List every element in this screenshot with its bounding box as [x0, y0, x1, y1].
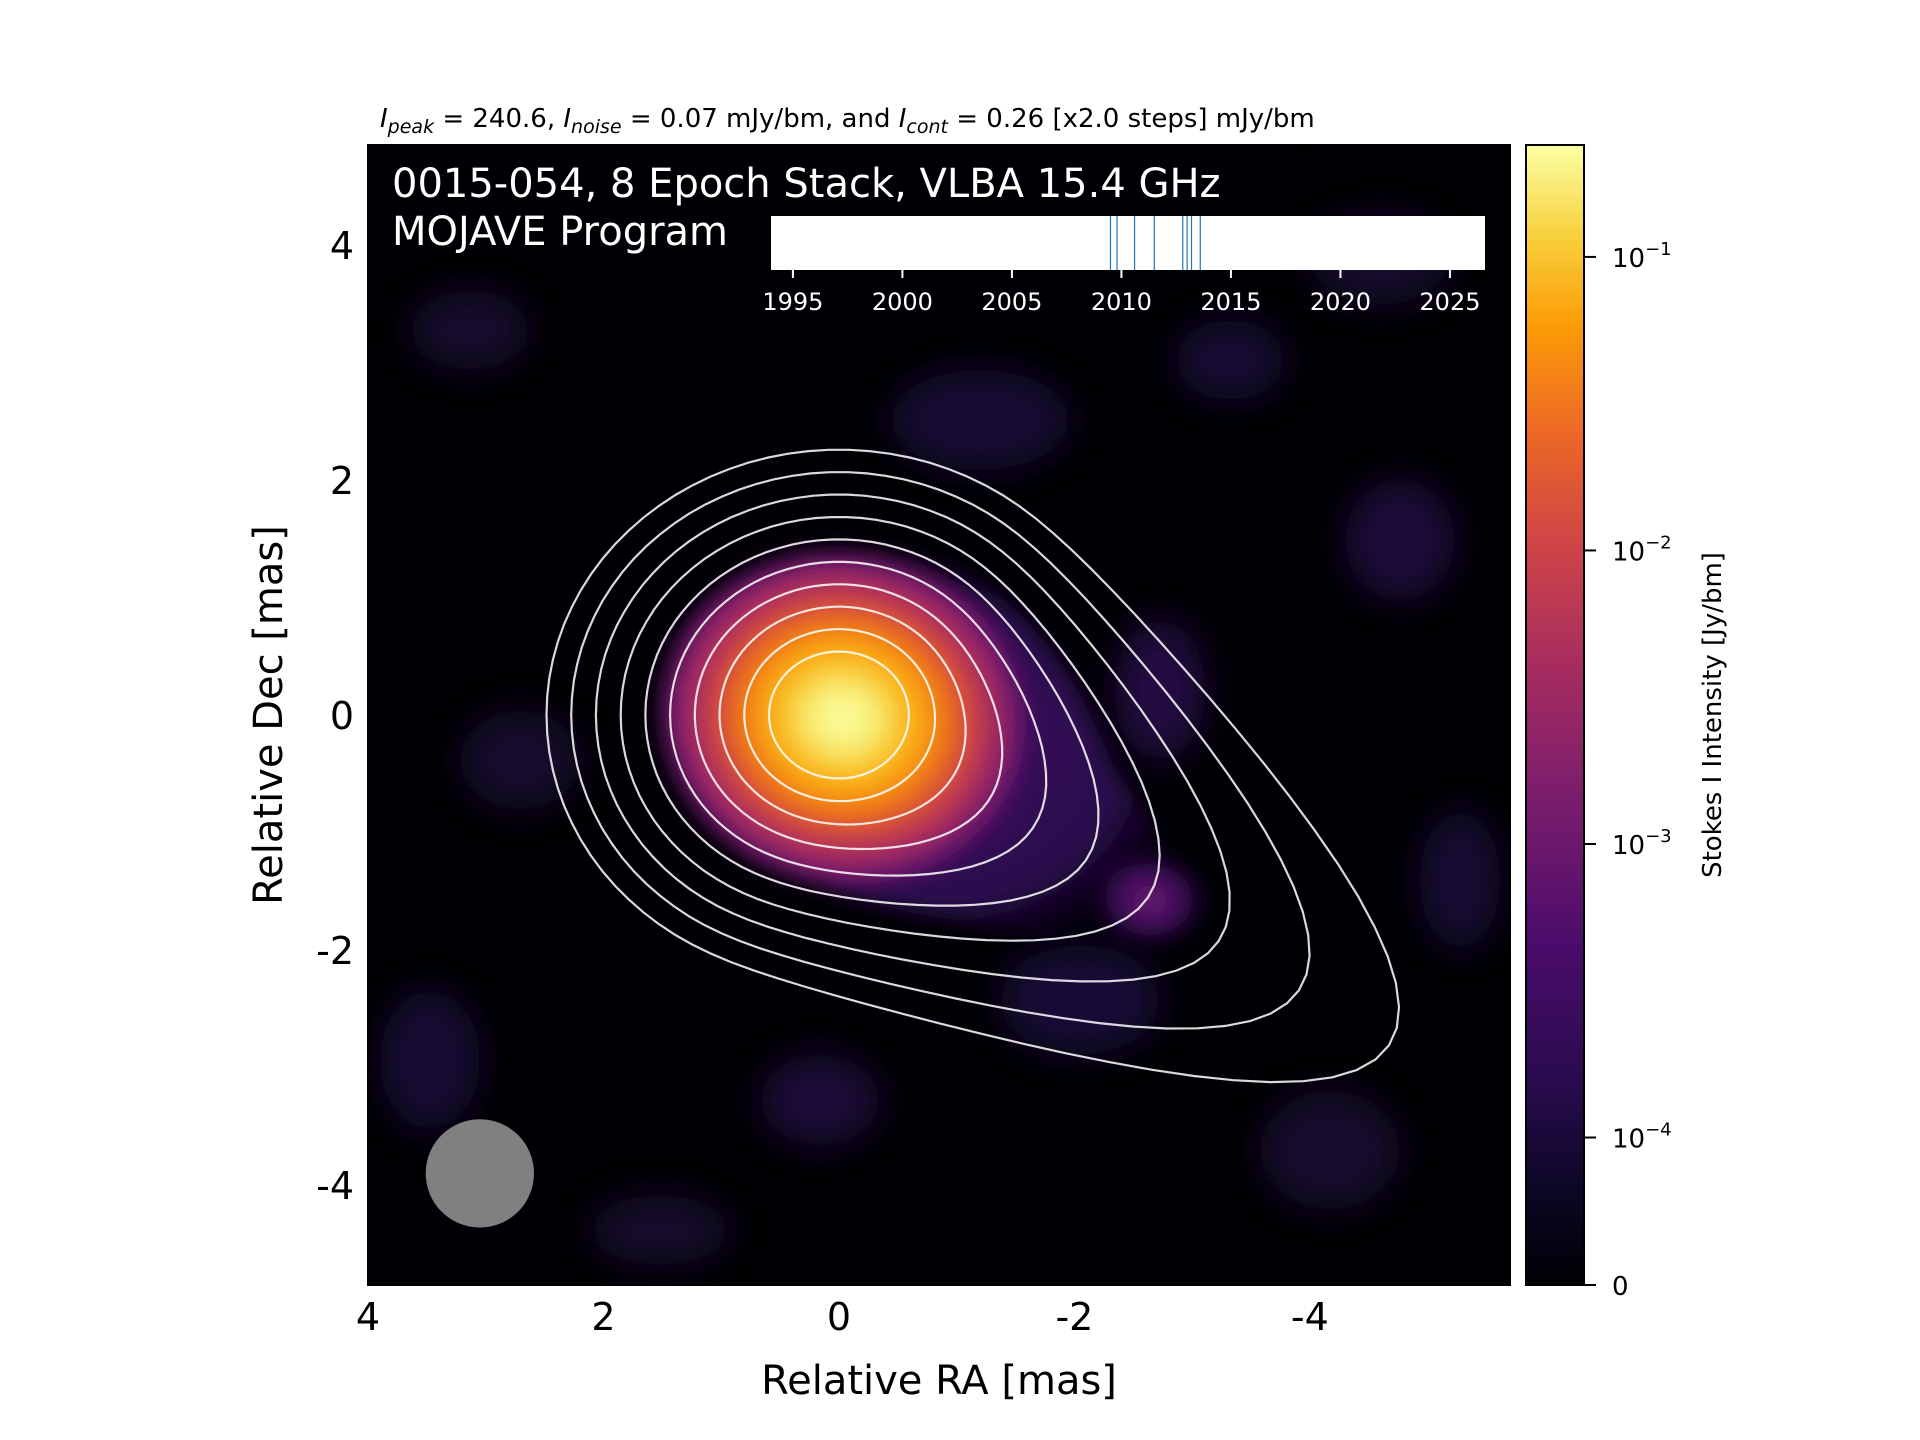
contour-level: [767, 650, 911, 780]
header-intensity-summary: Ipeak = 240.6, Inoise = 0.07 mJy/bm, and…: [380, 104, 1315, 138]
colorbar-gradient: [1526, 145, 1584, 1285]
colorbar-label: Stokes I Intensity [Jy/bm]: [1698, 552, 1728, 878]
timeline-tick-label: 2025: [1419, 288, 1480, 316]
colorbar-tick-label: 10−1: [1612, 239, 1672, 274]
y-tick-label: 2: [330, 459, 354, 503]
epoch-timeline: 1995 2000 2005 2010 2015 2020 2025: [762, 216, 1485, 316]
y-axis: 4 2 0 -2 -4: [316, 224, 1510, 1208]
x-tick-label: 0: [827, 1295, 851, 1339]
x-tick-label: -2: [1055, 1295, 1093, 1339]
contour-level: [693, 583, 1004, 851]
colorbar-tick-label: 10−2: [1612, 532, 1672, 567]
contours: [545, 448, 1401, 1084]
timeline-tick-label: 2005: [981, 288, 1042, 316]
y-tick-label: 0: [330, 694, 354, 738]
epoch-markers: [1109, 216, 1201, 270]
timeline-tick-label: 1995: [762, 288, 823, 316]
colorbar-tick-label: 0: [1612, 1272, 1629, 1302]
contour-level: [644, 538, 1100, 907]
timeline-tick-label: 2010: [1091, 288, 1152, 316]
contour-level: [743, 628, 937, 803]
colorbar: 10−1 10−2 10−3 10−4 0 Stokes I Intensity [Jy…: [1525, 144, 1728, 1302]
jet-emission: [653, 538, 1210, 970]
x-axis: 4 2 0 -2 -4: [356, 145, 1329, 1339]
contour-level: [619, 516, 1161, 942]
intensity-map: [368, 145, 1510, 1285]
timeline-axis: 1995 2000 2005 2010 2015 2020 2025: [762, 270, 1480, 316]
colorbar-tick-label: 10−3: [1612, 826, 1672, 861]
contour-level: [594, 493, 1231, 983]
plot-title: 0015-054, 8 Epoch Stack, VLBA 15.4 GHz: [392, 161, 1221, 207]
contour-level: [718, 605, 967, 826]
colorbar-frame: [1525, 144, 1585, 1286]
plot-subtitle: MOJAVE Program: [392, 209, 728, 255]
y-tick-label: -4: [316, 1164, 354, 1208]
y-axis-label: Relative Dec [mas]: [246, 525, 292, 905]
noise-texture: [380, 215, 1500, 1265]
timeline-tick-label: 2015: [1200, 288, 1261, 316]
x-tick-label: 4: [356, 1295, 380, 1339]
y-tick-label: -2: [316, 929, 354, 973]
epoch-timeline-box: [771, 216, 1485, 270]
colorbar-axis: 10−1 10−2 10−3 10−4 0: [1584, 239, 1672, 1302]
timeline-tick-label: 2000: [872, 288, 933, 316]
x-axis-label: Relative RA [mas]: [761, 1358, 1117, 1404]
y-tick-label: 4: [330, 224, 354, 268]
contour-level: [570, 471, 1311, 1030]
contour-level: [668, 560, 1048, 877]
contour-level: [545, 448, 1401, 1084]
beam-ellipse: [425, 1119, 535, 1228]
timeline-tick-label: 2020: [1310, 288, 1371, 316]
colorbar-tick-label: 10−4: [1612, 1120, 1672, 1155]
x-tick-label: -4: [1291, 1295, 1329, 1339]
x-tick-label: 2: [591, 1295, 615, 1339]
